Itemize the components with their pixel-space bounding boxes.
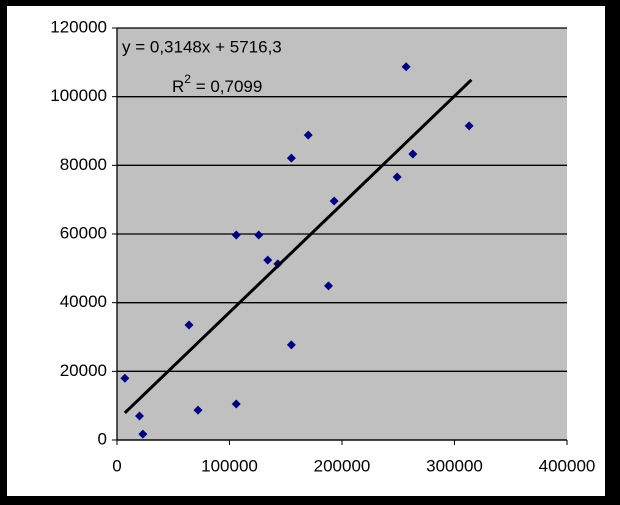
y-tick-label: 0 [98, 429, 107, 448]
point [135, 411, 144, 421]
r-squared: R2 = 0,7099 [172, 72, 262, 96]
r-label: R [172, 77, 184, 96]
y-tick-label: 120000 [50, 17, 107, 36]
point [138, 429, 148, 439]
point [231, 230, 241, 240]
point [408, 149, 418, 159]
y-tick-label: 40000 [60, 292, 107, 311]
y-tick-label: 80000 [60, 155, 107, 174]
y-tick-label: 60000 [60, 223, 107, 242]
x-tick-label: 200000 [314, 456, 371, 475]
y-tick-label: 20000 [60, 361, 107, 380]
r-power: 2 [184, 72, 191, 86]
point [263, 255, 273, 265]
point [392, 172, 402, 182]
point [324, 281, 333, 291]
point [193, 405, 203, 415]
point [329, 196, 339, 206]
y-tick-label: 100000 [50, 86, 107, 105]
point [231, 399, 241, 409]
x-tick-label: 400000 [539, 456, 596, 475]
r-value: = 0,7099 [191, 77, 262, 96]
point [464, 121, 474, 131]
trendline [123, 78, 473, 414]
point [401, 62, 411, 72]
x-tick-label: 0 [112, 456, 121, 475]
x-tick-label: 100000 [201, 456, 258, 475]
point [303, 130, 313, 140]
point [254, 230, 264, 240]
point [286, 340, 296, 350]
trendline-equation: y = 0,3148x + 5716,3 [122, 37, 282, 56]
point [120, 373, 130, 383]
point [286, 153, 296, 163]
x-tick-label: 300000 [426, 456, 483, 475]
point [184, 320, 194, 330]
